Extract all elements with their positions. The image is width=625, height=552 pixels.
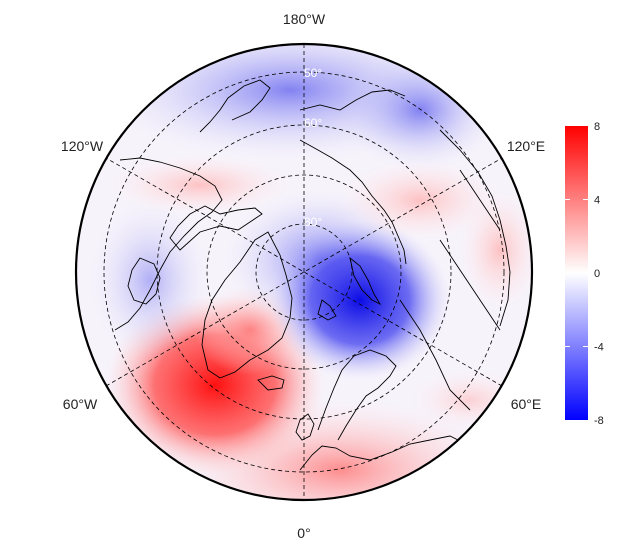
colorbar-tick-4: 4	[594, 195, 600, 207]
colorbar-tick-0: 0	[594, 268, 600, 280]
colorbar-tick-neg4: -4	[594, 342, 604, 354]
lon-label-upper-right: 120°E	[507, 138, 545, 154]
colorbar-gradient	[565, 126, 588, 420]
anomaly-siberia-cold	[340, 50, 500, 170]
colorbar-tick-neg8: -8	[594, 415, 604, 427]
lon-label-lower-right: 60°E	[511, 396, 542, 412]
graticule	[103, 44, 505, 500]
siberia-coastline	[299, 139, 407, 265]
hudson-bay-coastline	[127, 257, 161, 305]
anomaly-west-canada-cold	[90, 200, 210, 360]
map-border	[74, 42, 534, 502]
novaya-zemlya-coastline	[349, 256, 382, 306]
canada-north-coastline	[114, 157, 223, 331]
colorbar-tick-8: 8	[594, 121, 600, 133]
lon-label-lower-left: 60°W	[63, 396, 98, 412]
lon-label-upper-left: 120°W	[61, 138, 104, 154]
chukotka-coastline	[299, 89, 406, 111]
anomaly-canada-warm	[110, 155, 290, 215]
lat-label-60: 60°	[304, 116, 322, 130]
parallel-60	[156, 124, 452, 420]
iceland-coastline	[257, 375, 285, 391]
lon-label-top: 180°W	[283, 11, 326, 27]
meridian-60W-120E	[105, 157, 503, 387]
svalbard-coastline	[317, 299, 337, 321]
parallel-70	[206, 174, 402, 370]
parallel-80	[255, 223, 353, 321]
greenland-coastline	[201, 231, 293, 379]
anomaly-field	[76, 44, 532, 500]
anomaly-siberia-warm	[340, 160, 500, 240]
asia-coastline	[439, 129, 511, 327]
anomaly-east-siberia-warm	[460, 190, 532, 310]
lon-label-bottom: 0°	[297, 525, 310, 541]
colorbar: 8 4 0 -4 -8	[565, 121, 604, 427]
alaska-coastline	[199, 79, 271, 133]
colorbar-ticks	[565, 199, 588, 347]
british-isles-coastline	[295, 413, 315, 441]
europe-coastline	[299, 435, 467, 471]
canadian-archipelago-coastline	[169, 205, 263, 251]
coastlines	[114, 79, 511, 471]
lat-label-50: 50°	[304, 66, 322, 80]
anomaly-barents-cold	[270, 220, 450, 380]
scandinavia-coastline	[317, 349, 397, 441]
parallel-50	[103, 71, 505, 473]
lat-label-80: 80°	[304, 215, 322, 229]
meridian-60E-120W	[105, 157, 503, 387]
